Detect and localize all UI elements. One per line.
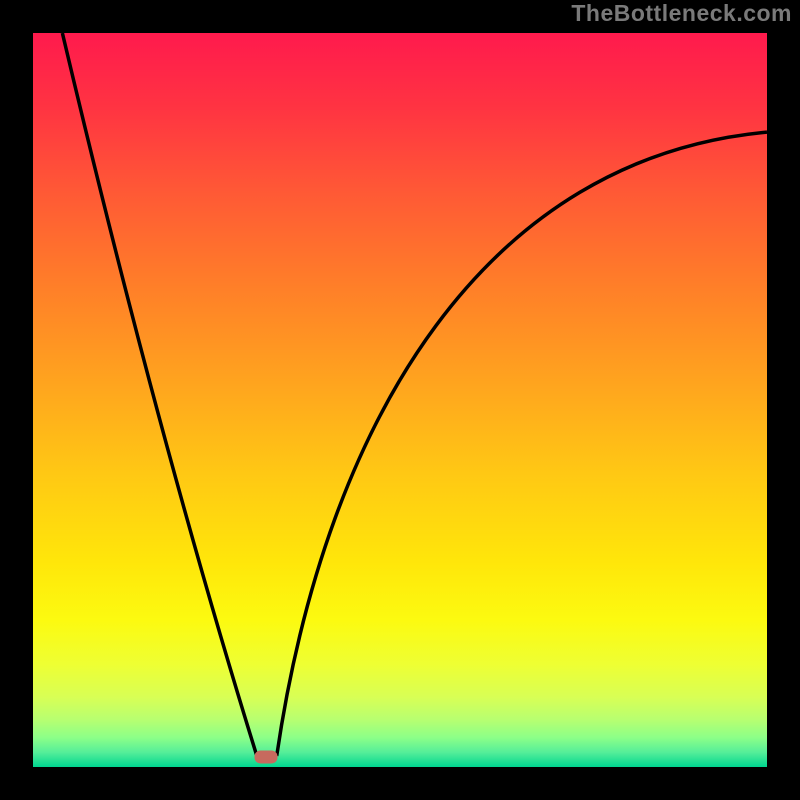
curve-left-branch bbox=[62, 33, 257, 756]
curve-right-branch bbox=[277, 132, 767, 756]
curve-svg bbox=[33, 33, 767, 767]
optimum-marker bbox=[255, 751, 278, 764]
chart-container: TheBottleneck.com bbox=[0, 0, 800, 800]
plot-area bbox=[33, 33, 767, 767]
watermark-text: TheBottleneck.com bbox=[571, 0, 792, 27]
